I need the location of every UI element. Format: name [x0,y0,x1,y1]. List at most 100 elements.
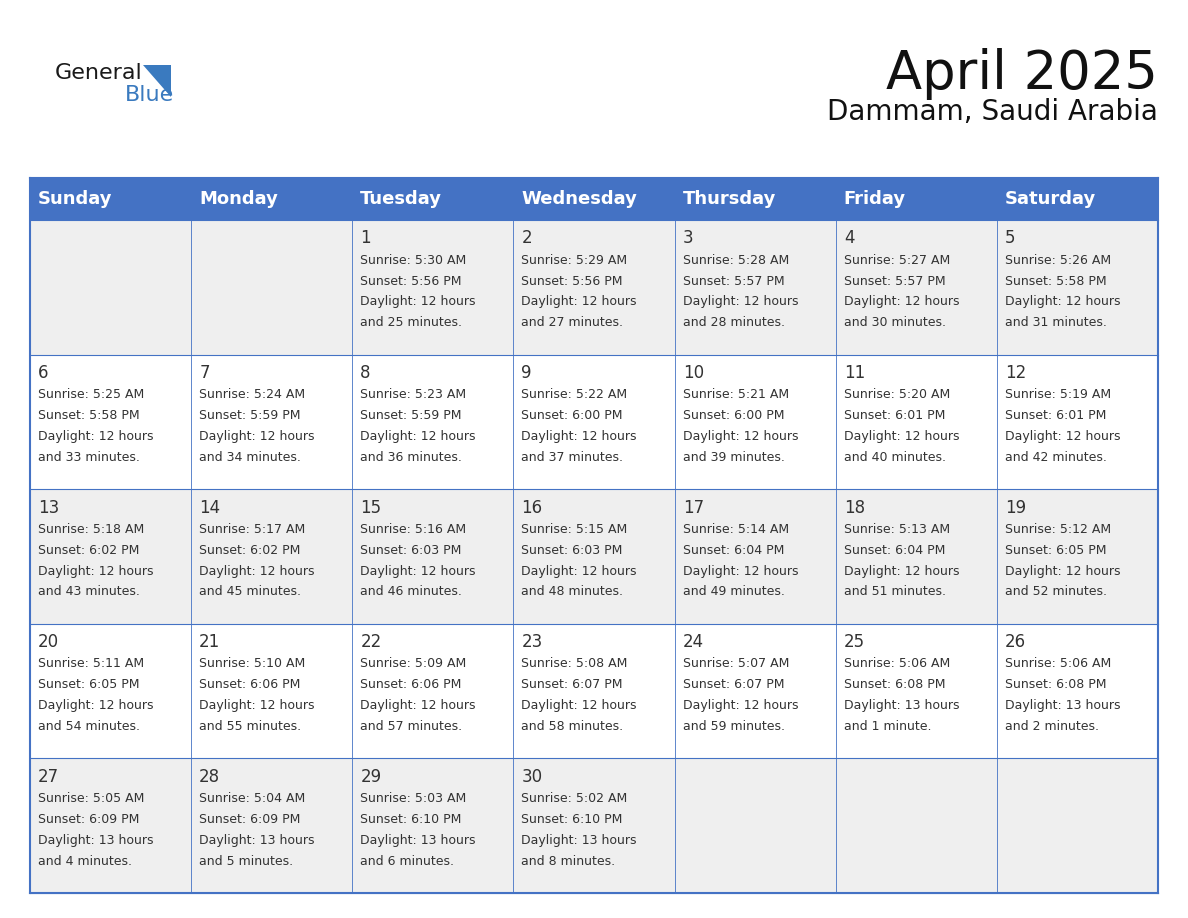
Text: 22: 22 [360,633,381,651]
Bar [675,178,835,220]
Text: Sunrise: 5:08 AM: Sunrise: 5:08 AM [522,657,628,670]
Text: Tuesday: Tuesday [360,190,442,208]
Bar [675,220,835,354]
Text: and 45 minutes.: and 45 minutes. [200,586,302,599]
Text: Monday: Monday [200,190,278,208]
Text: Sunrise: 5:13 AM: Sunrise: 5:13 AM [843,523,950,536]
Text: and 59 minutes.: and 59 minutes. [683,720,784,733]
Text: Daylight: 13 hours: Daylight: 13 hours [522,834,637,846]
Polygon shape [143,65,171,97]
Bar [675,624,835,758]
Text: Daylight: 12 hours: Daylight: 12 hours [683,430,798,443]
Text: 12: 12 [1005,364,1026,382]
Text: and 6 minutes.: and 6 minutes. [360,855,454,868]
Text: Sunset: 6:08 PM: Sunset: 6:08 PM [843,678,946,691]
Text: 17: 17 [683,498,703,517]
Text: Daylight: 12 hours: Daylight: 12 hours [200,565,315,577]
Text: 2: 2 [522,230,532,248]
Bar [513,220,675,354]
Bar [835,178,997,220]
Text: Sunset: 6:05 PM: Sunset: 6:05 PM [38,678,139,691]
Bar [513,758,675,893]
Text: 28: 28 [200,767,220,786]
Text: Sunrise: 5:30 AM: Sunrise: 5:30 AM [360,253,467,266]
Text: Daylight: 12 hours: Daylight: 12 hours [1005,565,1120,577]
Text: Sunrise: 5:27 AM: Sunrise: 5:27 AM [843,253,950,266]
Bar [353,758,513,893]
Text: Blue: Blue [125,85,175,105]
Text: Daylight: 12 hours: Daylight: 12 hours [360,565,476,577]
Text: Daylight: 13 hours: Daylight: 13 hours [200,834,315,846]
Text: and 25 minutes.: and 25 minutes. [360,316,462,330]
Text: and 51 minutes.: and 51 minutes. [843,586,946,599]
Text: Sunrise: 5:05 AM: Sunrise: 5:05 AM [38,792,145,805]
Bar [191,354,353,489]
Text: 8: 8 [360,364,371,382]
Bar [191,489,353,624]
Text: and 36 minutes.: and 36 minutes. [360,451,462,464]
Text: Sunrise: 5:02 AM: Sunrise: 5:02 AM [522,792,627,805]
Text: and 4 minutes.: and 4 minutes. [38,855,132,868]
Text: Sunset: 5:59 PM: Sunset: 5:59 PM [360,409,462,422]
Text: and 1 minute.: and 1 minute. [843,720,931,733]
Bar [675,354,835,489]
Text: Daylight: 12 hours: Daylight: 12 hours [843,430,959,443]
Text: Daylight: 12 hours: Daylight: 12 hours [360,700,476,712]
Text: Daylight: 12 hours: Daylight: 12 hours [360,296,476,308]
Text: Wednesday: Wednesday [522,190,637,208]
Text: and 27 minutes.: and 27 minutes. [522,316,624,330]
Text: and 37 minutes.: and 37 minutes. [522,451,624,464]
Text: Sunset: 6:04 PM: Sunset: 6:04 PM [683,543,784,556]
Bar [191,178,353,220]
Bar [513,624,675,758]
Text: 30: 30 [522,767,543,786]
Bar [191,220,353,354]
Text: and 28 minutes.: and 28 minutes. [683,316,784,330]
Text: Sunset: 6:01 PM: Sunset: 6:01 PM [1005,409,1106,422]
Text: Sunrise: 5:22 AM: Sunrise: 5:22 AM [522,388,627,401]
Bar [997,758,1158,893]
Text: Daylight: 13 hours: Daylight: 13 hours [38,834,153,846]
Bar [30,178,191,220]
Text: 16: 16 [522,498,543,517]
Text: and 2 minutes.: and 2 minutes. [1005,720,1099,733]
Text: and 40 minutes.: and 40 minutes. [843,451,946,464]
Text: Sunrise: 5:11 AM: Sunrise: 5:11 AM [38,657,144,670]
Text: Sunrise: 5:23 AM: Sunrise: 5:23 AM [360,388,467,401]
Text: Friday: Friday [843,190,906,208]
Text: 21: 21 [200,633,221,651]
Text: 14: 14 [200,498,220,517]
Text: 9: 9 [522,364,532,382]
Bar [835,758,997,893]
Text: Dammam, Saudi Arabia: Dammam, Saudi Arabia [827,98,1158,126]
Text: Sunset: 6:00 PM: Sunset: 6:00 PM [522,409,623,422]
Text: 20: 20 [38,633,59,651]
Bar [997,220,1158,354]
Text: Sunset: 5:57 PM: Sunset: 5:57 PM [683,274,784,287]
Text: 26: 26 [1005,633,1026,651]
Text: 10: 10 [683,364,703,382]
Text: Sunset: 6:00 PM: Sunset: 6:00 PM [683,409,784,422]
Text: Sunrise: 5:14 AM: Sunrise: 5:14 AM [683,523,789,536]
Text: Sunrise: 5:21 AM: Sunrise: 5:21 AM [683,388,789,401]
Text: Sunset: 6:07 PM: Sunset: 6:07 PM [683,678,784,691]
Text: 1: 1 [360,230,371,248]
Text: Daylight: 12 hours: Daylight: 12 hours [1005,296,1120,308]
Text: Sunset: 6:06 PM: Sunset: 6:06 PM [360,678,462,691]
Text: and 55 minutes.: and 55 minutes. [200,720,302,733]
Text: General: General [55,63,143,83]
Text: Sunrise: 5:10 AM: Sunrise: 5:10 AM [200,657,305,670]
Text: Daylight: 12 hours: Daylight: 12 hours [360,430,476,443]
Bar [353,178,513,220]
Text: Sunrise: 5:06 AM: Sunrise: 5:06 AM [843,657,950,670]
Text: Sunrise: 5:16 AM: Sunrise: 5:16 AM [360,523,467,536]
Text: Sunset: 6:02 PM: Sunset: 6:02 PM [200,543,301,556]
Text: Sunset: 6:02 PM: Sunset: 6:02 PM [38,543,139,556]
Text: 7: 7 [200,364,210,382]
Text: and 31 minutes.: and 31 minutes. [1005,316,1107,330]
Text: and 49 minutes.: and 49 minutes. [683,586,784,599]
Text: Sunset: 5:59 PM: Sunset: 5:59 PM [200,409,301,422]
Bar [30,624,191,758]
Text: Sunset: 5:56 PM: Sunset: 5:56 PM [360,274,462,287]
Text: 3: 3 [683,230,694,248]
